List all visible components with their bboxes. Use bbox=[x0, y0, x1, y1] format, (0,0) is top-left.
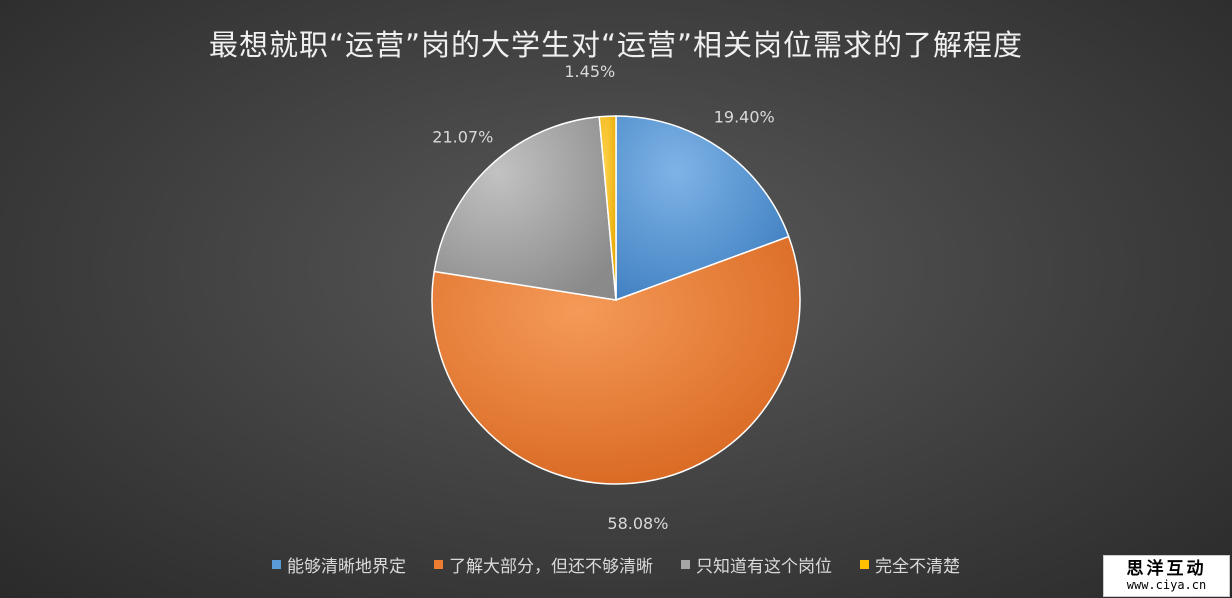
legend-item-4: 完全不清楚 bbox=[860, 552, 960, 577]
data-label-4: 1.45% bbox=[564, 62, 615, 81]
data-label-2: 58.08% bbox=[607, 514, 668, 533]
legend-swatch bbox=[860, 560, 869, 569]
legend-item-3: 只知道有这个岗位 bbox=[681, 552, 832, 577]
legend-item-2: 了解大部分，但还不够清晰 bbox=[434, 552, 653, 577]
pie-slice-1 bbox=[615, 115, 790, 302]
legend-swatch bbox=[272, 560, 281, 569]
legend-item-1: 能够清晰地界定 bbox=[272, 552, 406, 577]
legend: 能够清晰地界定 了解大部分，但还不够清晰 只知道有这个岗位 完全不清楚 bbox=[0, 552, 1232, 577]
watermark-logo: 思洋互动 www.ciya.cn bbox=[1103, 555, 1230, 597]
chart-title: 最想就职“运营”岗的大学生对“运营”相关岗位需求的了解程度 bbox=[208, 28, 1024, 62]
pie-slice-2 bbox=[431, 235, 801, 485]
watermark-line1: 思洋互动 bbox=[1126, 558, 1207, 579]
pie-slice-4 bbox=[598, 115, 617, 301]
pie-slice-3 bbox=[433, 115, 617, 301]
legend-label: 能够清晰地界定 bbox=[287, 557, 406, 577]
legend-label: 了解大部分，但还不够清晰 bbox=[449, 557, 653, 577]
data-label-1: 19.40% bbox=[714, 107, 775, 126]
data-label-3: 21.07% bbox=[432, 128, 493, 147]
legend-label: 完全不清楚 bbox=[875, 557, 960, 577]
legend-label: 只知道有这个岗位 bbox=[696, 557, 832, 577]
legend-swatch bbox=[681, 560, 690, 569]
watermark-line2: www.ciya.cn bbox=[1126, 577, 1207, 592]
legend-swatch bbox=[434, 560, 443, 569]
